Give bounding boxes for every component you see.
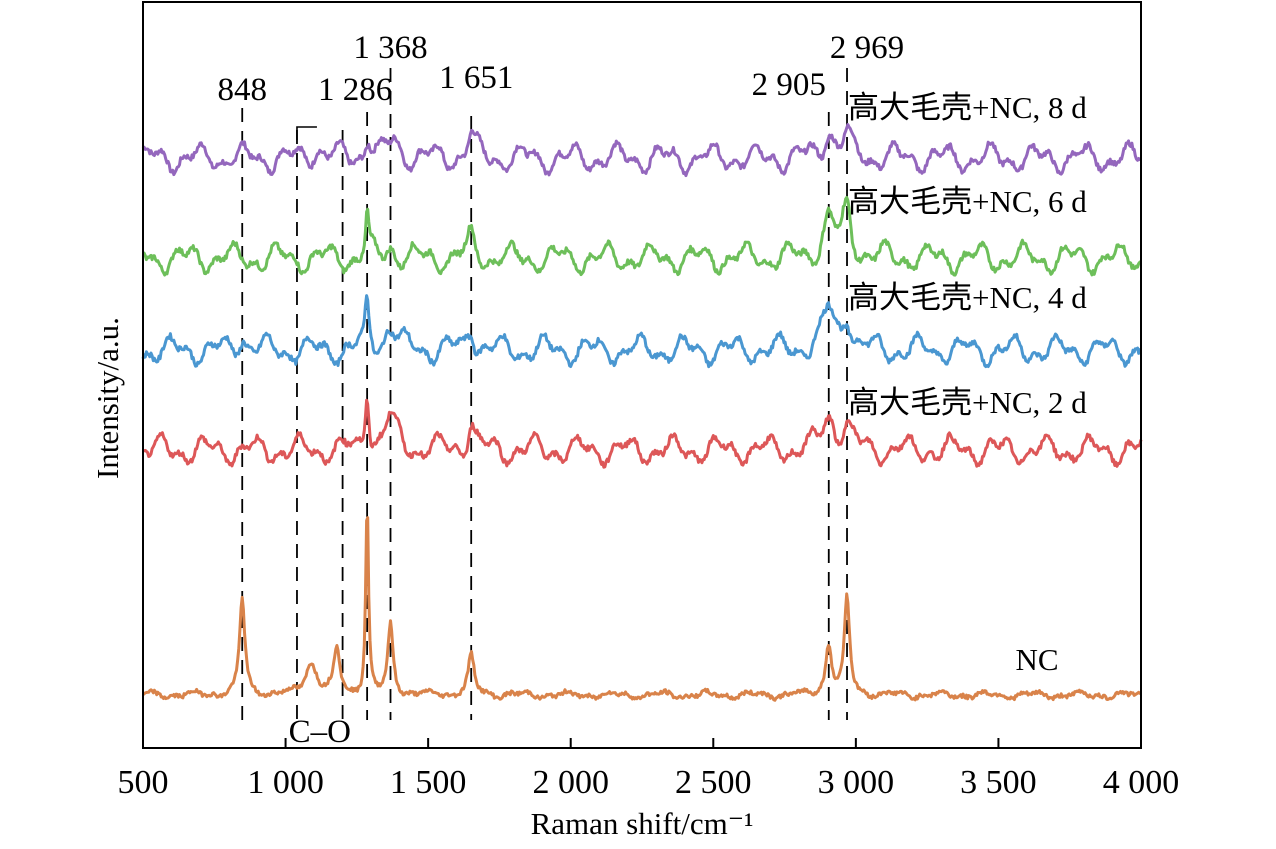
plot-frame xyxy=(142,1,1142,749)
x-tick-label: 2 000 xyxy=(532,764,609,801)
x-tick-label: 3 000 xyxy=(818,764,895,801)
peak-label: 848 xyxy=(217,72,267,108)
series-label: 高大毛壳+NC, 4 d xyxy=(848,280,1087,315)
series-line xyxy=(142,398,1143,469)
bracket-mark xyxy=(296,126,317,140)
series-label: 高大毛壳+NC, 8 d xyxy=(848,90,1087,125)
series-line xyxy=(142,195,1142,277)
series-label: NC xyxy=(1015,642,1058,677)
x-axis-title: Raman shift/cm⁻¹ xyxy=(531,806,754,841)
peak-lines-layer xyxy=(241,68,848,720)
series-line xyxy=(141,123,1142,178)
series-line xyxy=(141,516,1142,702)
x-tick-label: 500 xyxy=(118,764,169,801)
peak-label: 1 286 xyxy=(318,72,392,108)
series-layer xyxy=(141,123,1143,702)
series-label: 高大毛壳+NC, 2 d xyxy=(848,385,1087,420)
x-tick-label: 1 500 xyxy=(390,764,467,801)
labels-layer: 500 1 000 1 500 2 000 2 500 3 000 3 500 4 000 84… xyxy=(118,30,1180,801)
series-line xyxy=(141,294,1142,369)
x-tick-label: 1 000 xyxy=(247,764,324,801)
x-axis-ticks xyxy=(142,738,1142,748)
x-tick-label: 3 500 xyxy=(960,764,1037,801)
x-tick-label: 4 000 xyxy=(1103,764,1180,801)
x-tick-label: 2 500 xyxy=(675,764,752,801)
y-axis-title: Intensity/a.u. xyxy=(90,317,125,479)
peak-label: 2 969 xyxy=(830,30,904,66)
annotation-label: C–O xyxy=(289,714,351,750)
peak-label: 2 905 xyxy=(752,67,826,103)
peak-label: 1 368 xyxy=(353,30,427,66)
peak-label: 1 651 xyxy=(439,60,513,96)
series-label: 高大毛壳+NC, 6 d xyxy=(848,184,1087,219)
